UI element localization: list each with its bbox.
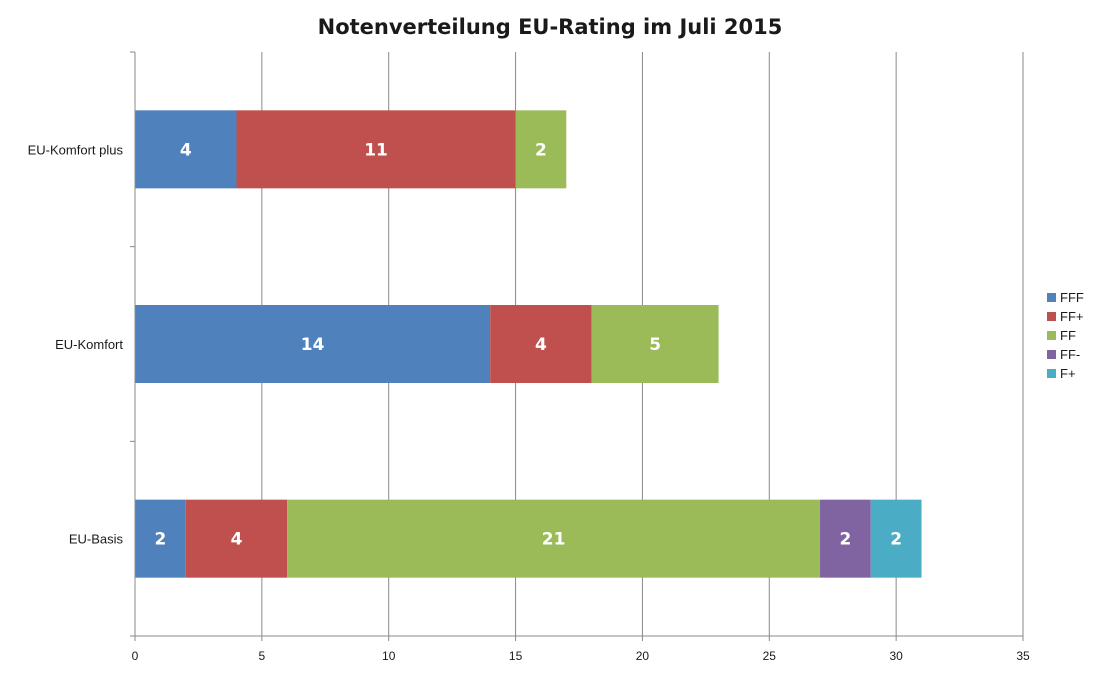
data-label: 14 — [301, 335, 325, 355]
legend-swatch-FF- — [1047, 350, 1056, 359]
data-label: 4 — [535, 335, 547, 355]
bar-FF+-EU-Komfort plus — [236, 110, 516, 189]
x-tick-label-5: 5 — [259, 649, 266, 663]
data-label: 2 — [890, 530, 902, 550]
legend-label-FF: FF — [1060, 328, 1076, 343]
legend-label-FFF: FFF — [1060, 290, 1084, 305]
category-label: EU-Basis — [69, 532, 124, 547]
bar-FF+-EU-Komfort — [490, 305, 592, 383]
category-label: EU-Komfort — [55, 337, 123, 352]
chart-title: Notenverteilung EU-Rating im Juli 2015 — [318, 15, 783, 39]
legend-swatch-FFF — [1047, 293, 1056, 302]
legend-swatch-FF — [1047, 331, 1056, 340]
bar-FFF-EU-Komfort — [135, 305, 491, 383]
bar-FF--EU-Basis — [820, 499, 871, 578]
bar-F+-EU-Basis — [870, 499, 922, 578]
legend-label-F+: F+ — [1060, 366, 1076, 381]
data-label: 4 — [180, 140, 192, 160]
bar-FFF-EU-Basis — [135, 499, 186, 578]
data-label: 2 — [154, 530, 166, 550]
axes: 0 5 10 15 20 25 30 35EU-BasisEU-KomfortEU-Komfo… — [28, 51, 1030, 663]
legend-swatch-FF+ — [1047, 312, 1056, 321]
x-tick-label-35: 35 — [1016, 649, 1030, 663]
bar-FF-EU-Komfort — [591, 305, 719, 383]
data-label: 11 — [364, 140, 388, 160]
bar-FF+-EU-Basis — [185, 499, 288, 578]
legend-label-FF+: FF+ — [1060, 309, 1083, 324]
bar-FFF-EU-Komfort plus — [135, 110, 237, 189]
x-tick-label-10: 10 — [382, 649, 396, 663]
category-label: EU-Komfort plus — [28, 142, 124, 157]
x-tick-label-25: 25 — [763, 649, 777, 663]
bars: 2 4 21 2 2 14 4 5 4 11 2 — [135, 110, 922, 578]
x-tick-label-15: 15 — [509, 649, 523, 663]
x-tick-label-20: 20 — [636, 649, 650, 663]
legend-label-FF-: FF- — [1060, 347, 1080, 362]
data-label: 21 — [542, 530, 566, 550]
data-label: 4 — [231, 530, 243, 550]
bar-FF-EU-Komfort plus — [515, 110, 567, 189]
legend: FFF FF+ FF FF- F+ — [1047, 290, 1084, 381]
data-label: 5 — [649, 335, 661, 355]
x-tick-label-30: 30 — [889, 649, 903, 663]
data-label: 2 — [839, 530, 851, 550]
legend-swatch-F+ — [1047, 369, 1056, 378]
data-label: 2 — [535, 140, 547, 160]
x-tick-label-0: 0 — [132, 649, 139, 663]
bar-FF-EU-Basis — [287, 499, 821, 578]
